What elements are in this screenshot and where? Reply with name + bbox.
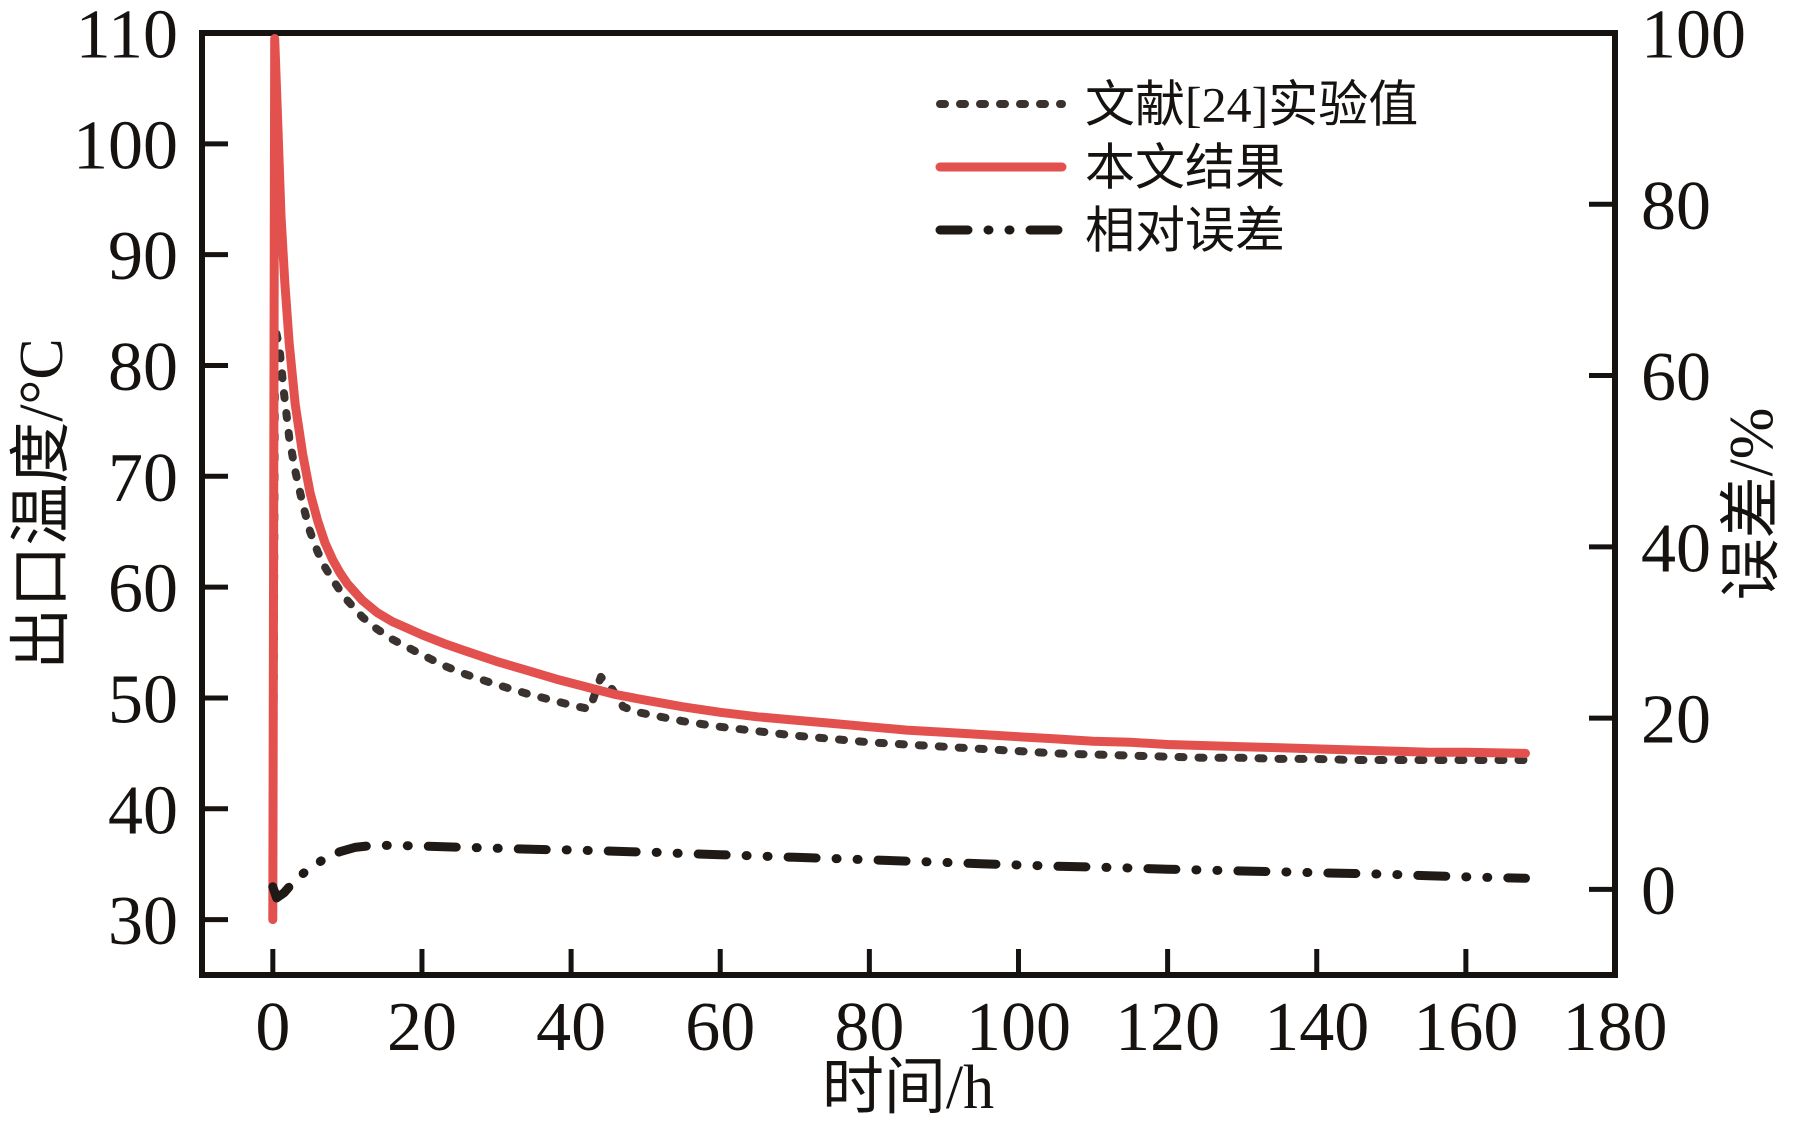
y-left-tick-label: 100 <box>73 107 178 184</box>
plot-area-border <box>199 30 1618 978</box>
x-tick-label: 180 <box>1563 989 1668 1066</box>
y-left-tick-label: 80 <box>108 329 178 406</box>
legend-label-experimental: 文献[24]实验值 <box>1085 77 1418 133</box>
x-tick-label: 60 <box>685 989 755 1066</box>
y-left-tick-label: 30 <box>108 883 178 960</box>
axis-tick-labels: 0 20 40 60 80 100 120 140 160 180 30 40 50 60 70 80 90 10… <box>73 0 1746 1066</box>
x-tick-label: 0 <box>255 989 290 1066</box>
legend-label-relative-error: 相对误差 <box>1085 203 1285 259</box>
data-series <box>268 34 1530 925</box>
y-left-tick-label: 60 <box>108 551 178 628</box>
y-left-tick-label: 90 <box>108 218 178 295</box>
y-axis-right-title: 误差/% <box>1718 408 1786 601</box>
x-tick-label: 100 <box>966 989 1071 1066</box>
y-left-tick-label: 40 <box>108 772 178 849</box>
y-right-tick-label: 0 <box>1641 853 1676 930</box>
x-tick-label: 160 <box>1413 989 1518 1066</box>
relative-error-line <box>268 840 1530 903</box>
x-axis-title: 时间/h <box>822 1054 994 1122</box>
legend-label-model-result: 本文结果 <box>1085 140 1285 196</box>
y-right-tick-label: 60 <box>1641 339 1711 416</box>
x-tick-label: 140 <box>1264 989 1369 1066</box>
experimental-line <box>268 322 1530 924</box>
y-right-tick-label: 40 <box>1641 510 1711 587</box>
y-left-tick-label: 110 <box>76 0 178 74</box>
x-tick-label: 120 <box>1115 989 1220 1066</box>
y-right-tick-label: 20 <box>1641 682 1711 759</box>
y-axis-left-title: 出口温度/°C <box>8 338 76 669</box>
y-right-tick-label: 100 <box>1641 0 1746 74</box>
x-tick-label: 80 <box>834 989 904 1066</box>
x-tick-label: 40 <box>536 989 606 1066</box>
model-result-line <box>268 34 1530 925</box>
y-left-tick-label: 70 <box>108 440 178 517</box>
y-left-tick-label: 50 <box>108 661 178 738</box>
y-right-tick-label: 80 <box>1641 168 1711 245</box>
axis-ticks <box>202 30 1618 975</box>
x-tick-label: 20 <box>387 989 457 1066</box>
